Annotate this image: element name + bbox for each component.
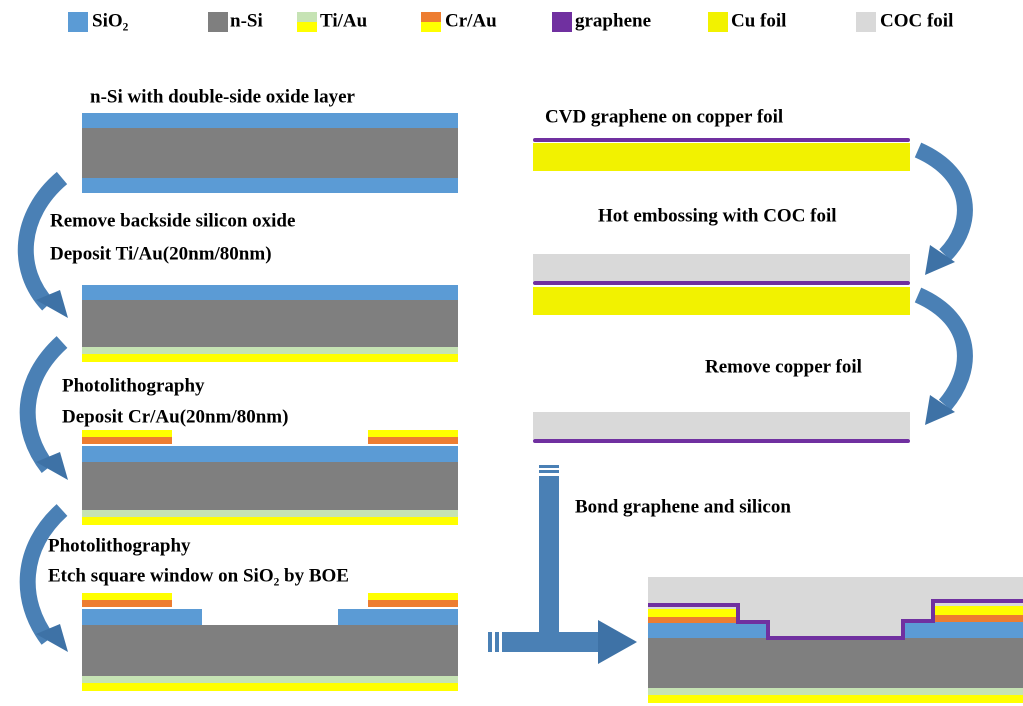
legend-swatch: [856, 12, 876, 32]
wafer-2: [82, 285, 458, 362]
step-label: Remove copper foil: [705, 356, 862, 377]
legend-label: Cr/Au: [445, 10, 497, 31]
step-label: Deposit Cr/Au(20nm/80nm): [62, 406, 288, 427]
cu-graphene: [533, 138, 910, 171]
step-label: CVD graphene on copper foil: [545, 106, 783, 127]
step-label: Photolithography: [62, 375, 205, 396]
step-label: Remove backside silicon oxide: [50, 210, 295, 231]
step-label: Photolithography: [48, 535, 191, 556]
final-device: [648, 577, 1023, 703]
legend-label: Cu foil: [731, 10, 786, 31]
bond-arrow: [488, 465, 637, 664]
legend-swatch: [421, 22, 441, 32]
legend-swatch: [208, 12, 228, 32]
step-label: Deposit Ti/Au(20nm/80nm): [50, 243, 272, 264]
legend-swatch: [708, 12, 728, 32]
legend-swatch: [552, 12, 572, 32]
right-arrows: [914, 142, 973, 425]
wafer-4: [82, 593, 458, 691]
step-label: Etch square window on SiO₂ by BOE: [48, 565, 349, 586]
legend-swatch: [297, 12, 317, 22]
legend-swatch: [297, 22, 317, 32]
coc-graphene: [533, 412, 910, 443]
wafer-1: [82, 113, 458, 193]
legend-label: SiO₂: [92, 10, 129, 31]
legend-label: graphene: [575, 10, 651, 31]
wafer-3: [82, 430, 458, 525]
left-arrows: [17, 171, 68, 652]
step-label: Bond graphene and silicon: [575, 496, 791, 517]
legend-label: Ti/Au: [320, 10, 368, 31]
step-label: n-Si with double-side oxide layer: [90, 86, 356, 107]
step-label: Hot embossing with COC foil: [598, 205, 837, 226]
legend: SiO₂ n-Si Ti/Au Cr/Au graphene Cu foil C…: [68, 10, 953, 32]
legend-label: COC foil: [880, 10, 953, 31]
legend-swatch: [68, 12, 88, 32]
legend-label: n-Si: [230, 10, 263, 31]
legend-swatch: [421, 12, 441, 22]
coc-graphene-cu: [533, 254, 910, 315]
